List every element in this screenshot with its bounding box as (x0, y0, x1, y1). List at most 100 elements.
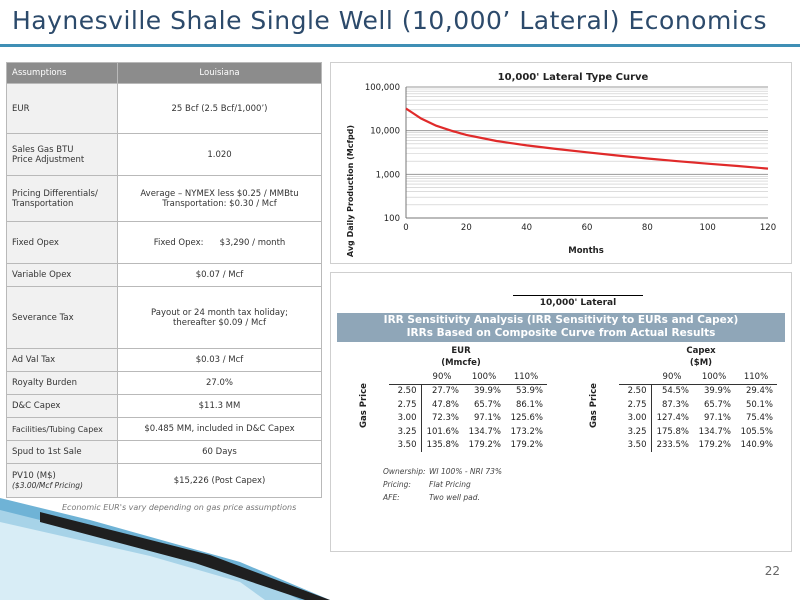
row-label: Pricing Differentials/Transportation (6, 175, 118, 222)
irr-cell: 175.8% (656, 426, 689, 437)
table-row: Royalty Burden 27.0% (6, 371, 322, 395)
x-tick-label: 40 (521, 223, 532, 233)
assumption-notes: Ownership: WI 100% - NRI 73% Pricing: Flat… (383, 467, 502, 506)
row-value: $15,226 (Post Capex) (117, 463, 322, 498)
price-cell: 3.50 (389, 438, 422, 452)
irr-cell: 233.5% (656, 440, 689, 451)
irr-cell: 125.6% (510, 413, 543, 424)
chart-title: 10,000' Lateral Type Curve (498, 72, 649, 83)
table-row: Ad Val Tax $0.03 / Mcf (6, 348, 322, 372)
table-row: 3.50 135.8% 179.2% 179.2% (389, 438, 547, 452)
title-divider (0, 44, 800, 47)
row-value: 27.0% (117, 371, 322, 395)
row-value: Payout or 24 month tax holiday; thereafte… (117, 286, 322, 349)
irr-cell: 173.2% (510, 426, 543, 437)
irr-cell: 27.7% (431, 386, 459, 397)
irr-cell: 134.7% (468, 426, 501, 437)
page-number: 22 (764, 564, 780, 578)
gas-price-label: Gas Price (359, 383, 369, 428)
table-row: Severance Tax Payout or 24 month tax hol… (6, 286, 322, 349)
table-row: 2.50 54.5% 39.9% 29.4% (619, 384, 777, 398)
price-cell: 3.50 (619, 438, 652, 452)
table-row: 3.00 72.3% 97.1% 125.6% (389, 411, 547, 425)
x-tick-label: 80 (642, 223, 653, 233)
banner-line-2: IRRs Based on Composite Curve from Actua… (406, 327, 716, 339)
table-row: Sales Gas BTU Price Adjustment 1.020 (6, 133, 322, 176)
assumptions-table: Assumptions Louisiana EUR 25 Bcf (2.5 Bc… (6, 62, 322, 498)
x-tick-label: 20 (461, 223, 472, 233)
irr-sensitivity-panel: 10,000' Lateral IRR Sensitivity Analysis… (330, 272, 792, 552)
irr-cell: 135.8% (426, 440, 459, 451)
price-cell: 2.50 (389, 384, 422, 398)
irr-cell: 140.9% (740, 440, 773, 451)
irr-cell: 105.5% (740, 426, 773, 437)
irr-cell: 75.4% (745, 413, 773, 424)
footnote: Economic EUR's vary depending on gas pri… (62, 503, 297, 512)
note-line: Pricing: Flat Pricing (383, 480, 471, 489)
row-value: Fixed Opex: $3,290 / month (117, 221, 322, 264)
row-value: 60 Days (117, 440, 322, 464)
eur-group-header: EUR (Mmcfe) (441, 346, 481, 368)
table-row: Fixed Opex Fixed Opex: $3,290 / month (6, 221, 322, 264)
type-curve-chart-panel: 100 1,000 10,000 100,000 0 20 40 60 80 100 120 10,… (330, 62, 792, 264)
table-header-row: 90% 100% 110% (619, 370, 777, 385)
row-value: 1.020 (117, 133, 322, 176)
table-header-row: 90% 100% 110% (389, 370, 547, 385)
irr-cell: 97.1% (473, 413, 501, 424)
row-value: $0.485 MM, included in D&C Capex (117, 417, 322, 441)
table-row: 3.25 101.6% 134.7% 173.2% (389, 425, 547, 439)
assumptions-header-row: Assumptions Louisiana (6, 62, 322, 84)
capex-irr-table: 90% 100% 110% 2.50 54.5% 39.9% 29.4% 2.75 87… (619, 370, 777, 452)
note-line: AFE: Two well pad. (383, 493, 480, 502)
price-cell: 3.25 (389, 425, 422, 439)
price-cell: 2.75 (619, 398, 652, 412)
x-tick-label: 60 (582, 223, 593, 233)
price-cell: 3.25 (619, 425, 652, 439)
row-label: Fixed Opex (6, 221, 118, 264)
irr-cell: 97.1% (703, 413, 731, 424)
table-row: 3.25 175.8% 134.7% 105.5% (619, 425, 777, 439)
y-axis-label: Avg Daily Production (Mcfpd) (346, 125, 355, 257)
irr-cell: 127.4% (656, 413, 689, 424)
irr-cell: 65.7% (473, 399, 501, 410)
lateral-label: 10,000' Lateral (513, 295, 643, 308)
x-axis-label: Months (568, 246, 604, 256)
eur-irr-table: 90% 100% 110% 2.50 27.7% 39.9% 53.9% 2.75 47… (389, 370, 547, 452)
irr-cell: 86.1% (515, 399, 543, 410)
irr-cell: 179.2% (468, 440, 501, 451)
table-row: 2.75 47.8% 65.7% 86.1% (389, 398, 547, 412)
table-row: EUR 25 Bcf (2.5 Bcf/1,000’) (6, 83, 322, 134)
table-row: 3.00 127.4% 97.1% 75.4% (619, 411, 777, 425)
column-header: 100% (693, 370, 735, 385)
price-cell: 3.00 (389, 411, 422, 425)
column-header: 100% (463, 370, 505, 385)
table-row: 3.50 233.5% 179.2% 140.9% (619, 438, 777, 452)
irr-banner: IRR Sensitivity Analysis (IRR Sensitivit… (337, 313, 785, 342)
row-value: $0.07 / Mcf (117, 263, 322, 287)
assumptions-header-value: Louisiana (117, 62, 322, 84)
x-tick-label: 120 (760, 223, 776, 233)
irr-cell: 134.7% (698, 426, 731, 437)
banner-line-1: IRR Sensitivity Analysis (IRR Sensitivit… (383, 314, 739, 326)
row-label: Facilities/Tubing Capex (6, 417, 118, 441)
assumptions-header-label: Assumptions (6, 62, 118, 84)
irr-cell: 53.9% (515, 386, 543, 397)
row-label: PV10 (M$) ($3.00/Mcf Pricing) (6, 463, 118, 498)
row-label: EUR (6, 83, 118, 134)
x-tick-label: 100 (700, 223, 716, 233)
row-label: Ad Val Tax (6, 348, 118, 372)
type-curve-line (405, 107, 769, 170)
table-row: Pricing Differentials/Transportation Ave… (6, 175, 322, 222)
gas-price-label: Gas Price (589, 383, 599, 428)
irr-cell: 39.9% (473, 386, 501, 397)
table-row: Facilities/Tubing Capex $0.485 MM, inclu… (6, 417, 322, 441)
table-row: Spud to 1st Sale 60 Days (6, 440, 322, 464)
row-value: $11.3 MM (117, 394, 322, 418)
price-cell: 2.50 (619, 384, 652, 398)
y-tick-label: 1,000 (376, 170, 400, 180)
table-row: 2.50 27.7% 39.9% 53.9% (389, 384, 547, 398)
row-label: Royalty Burden (6, 371, 118, 395)
irr-cell: 29.4% (745, 386, 773, 397)
column-header: 90% (651, 370, 693, 385)
irr-cell: 65.7% (703, 399, 731, 410)
